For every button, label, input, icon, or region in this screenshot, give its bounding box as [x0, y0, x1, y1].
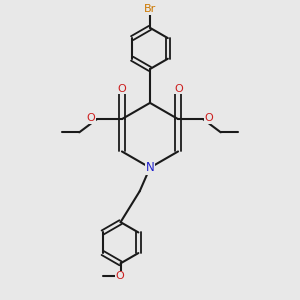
Text: O: O — [205, 113, 213, 124]
Text: O: O — [116, 271, 124, 281]
Text: O: O — [87, 113, 95, 124]
Text: Br: Br — [144, 4, 156, 14]
Text: O: O — [117, 84, 126, 94]
Text: N: N — [146, 161, 154, 174]
Text: O: O — [174, 84, 183, 94]
